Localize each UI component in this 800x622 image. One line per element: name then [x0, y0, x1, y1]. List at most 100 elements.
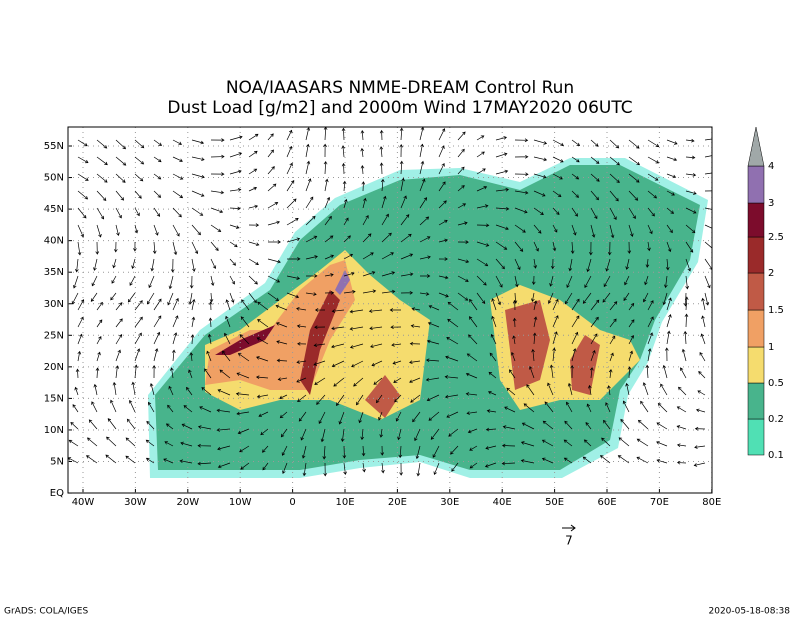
wind-arrow — [570, 241, 575, 254]
wind-arrow — [609, 318, 617, 328]
wind-arrow — [373, 377, 383, 385]
wind-arrow — [341, 145, 346, 158]
wind-arrow — [495, 169, 509, 175]
wind-arrow — [664, 347, 669, 362]
colorbar-label: 0.2 — [768, 414, 784, 425]
wind-arrow — [426, 339, 440, 345]
wind-arrow — [685, 275, 689, 290]
wind-arrow — [457, 203, 467, 209]
wind-arrow — [495, 258, 505, 270]
title-line: NOA/IAASARS NMME-DREAM Control Run — [226, 78, 574, 98]
wind-arrow — [323, 143, 327, 158]
wind-arrow — [509, 369, 516, 379]
wind-arrow — [666, 207, 675, 214]
wind-arrow — [457, 221, 468, 226]
wind-arrow — [486, 409, 497, 413]
wind-arrow — [704, 241, 712, 251]
wind-arrow — [636, 456, 649, 464]
wind-arrow — [432, 445, 440, 458]
wind-arrow — [248, 241, 260, 246]
wind-arrow — [628, 302, 635, 311]
wind-arrow — [189, 352, 194, 362]
wind-arrow — [314, 308, 326, 312]
wind-arrow — [281, 445, 288, 456]
wind-arrow — [324, 273, 334, 277]
lon-label: 10E — [335, 497, 354, 508]
wind-arrow — [488, 371, 497, 379]
wind-arrow — [476, 204, 489, 209]
wind-arrow — [411, 307, 421, 311]
wind-arrow — [71, 292, 79, 305]
wind-arrow — [248, 150, 258, 158]
wind-arrow — [145, 439, 155, 447]
wind-arrow — [96, 301, 103, 311]
wind-arrow — [371, 360, 383, 367]
wind-arrow — [628, 190, 639, 201]
title-line: Dust Load [g/m2] and 2000m Wind 17MAY202… — [167, 98, 632, 118]
wind-arrow — [305, 235, 318, 243]
wind-arrow — [584, 275, 592, 289]
wind-arrow — [590, 139, 599, 147]
wind-arrow — [399, 462, 403, 476]
wind-arrow — [297, 394, 307, 403]
wind-arrow — [609, 139, 620, 149]
wind-arrow — [666, 190, 675, 196]
wind-reference: 7 — [562, 524, 576, 548]
wind-arrow — [468, 334, 478, 345]
wind-arrow — [153, 156, 162, 163]
wind-arrow — [465, 392, 478, 396]
lon-label: 20W — [176, 497, 199, 508]
wind-arrow — [590, 190, 599, 201]
wind-arrow — [590, 156, 600, 164]
wind-arrow — [115, 139, 127, 150]
wind-arrow — [258, 411, 269, 417]
wind-arrow — [153, 190, 162, 198]
wind-arrow — [647, 207, 655, 217]
colorbar: 0.1 0.2 0.5 1 1.5 2 2.5 3 4 — [747, 126, 784, 461]
wind-arrow — [172, 173, 184, 180]
wind-arrow — [127, 292, 136, 303]
wind-arrow — [75, 368, 80, 379]
wind-arrow — [476, 168, 486, 175]
wind-arrow — [96, 351, 101, 362]
wind-arrow — [77, 190, 89, 200]
wind-arrow — [153, 348, 159, 362]
wind-arrow — [257, 319, 269, 328]
wind-arrow — [70, 421, 79, 430]
wind-arrow — [152, 241, 157, 255]
wind-arrow — [86, 455, 98, 464]
wind-arrow — [217, 389, 231, 396]
wind-arrow — [416, 462, 421, 477]
wind-arrow — [331, 343, 345, 349]
wind-arrow — [623, 292, 630, 301]
wind-arrow — [438, 200, 447, 209]
wind-arrow — [491, 315, 497, 328]
wind-arrow — [552, 241, 557, 252]
wind-arrow — [618, 437, 630, 447]
wind-arrow — [425, 377, 440, 382]
wind-arrow — [353, 377, 364, 387]
wind-arrow — [571, 298, 580, 311]
lat-label: 5N — [50, 457, 64, 468]
wind-arrow — [469, 445, 478, 451]
wind-arrow — [229, 224, 240, 229]
wind-arrow — [179, 459, 193, 464]
wind-arrow — [153, 173, 162, 180]
wind-arrow — [457, 131, 466, 141]
wind-arrow — [186, 386, 193, 396]
wind-arrow — [662, 364, 668, 379]
wind-arrow — [248, 186, 258, 192]
wind-arrow — [568, 258, 573, 272]
wind-arrow — [369, 326, 383, 331]
wind-arrow — [126, 418, 136, 430]
wind-arrow — [552, 156, 564, 163]
wind-arrow — [286, 145, 293, 158]
wind-arrow — [267, 149, 274, 158]
wind-arrow — [134, 139, 145, 149]
wind-arrow — [324, 215, 332, 226]
wind-arrow — [358, 411, 364, 424]
wind-arrow — [324, 290, 335, 295]
wind-arrow — [341, 162, 346, 175]
wind-arrow — [490, 333, 497, 345]
wind-arrow — [389, 308, 402, 312]
